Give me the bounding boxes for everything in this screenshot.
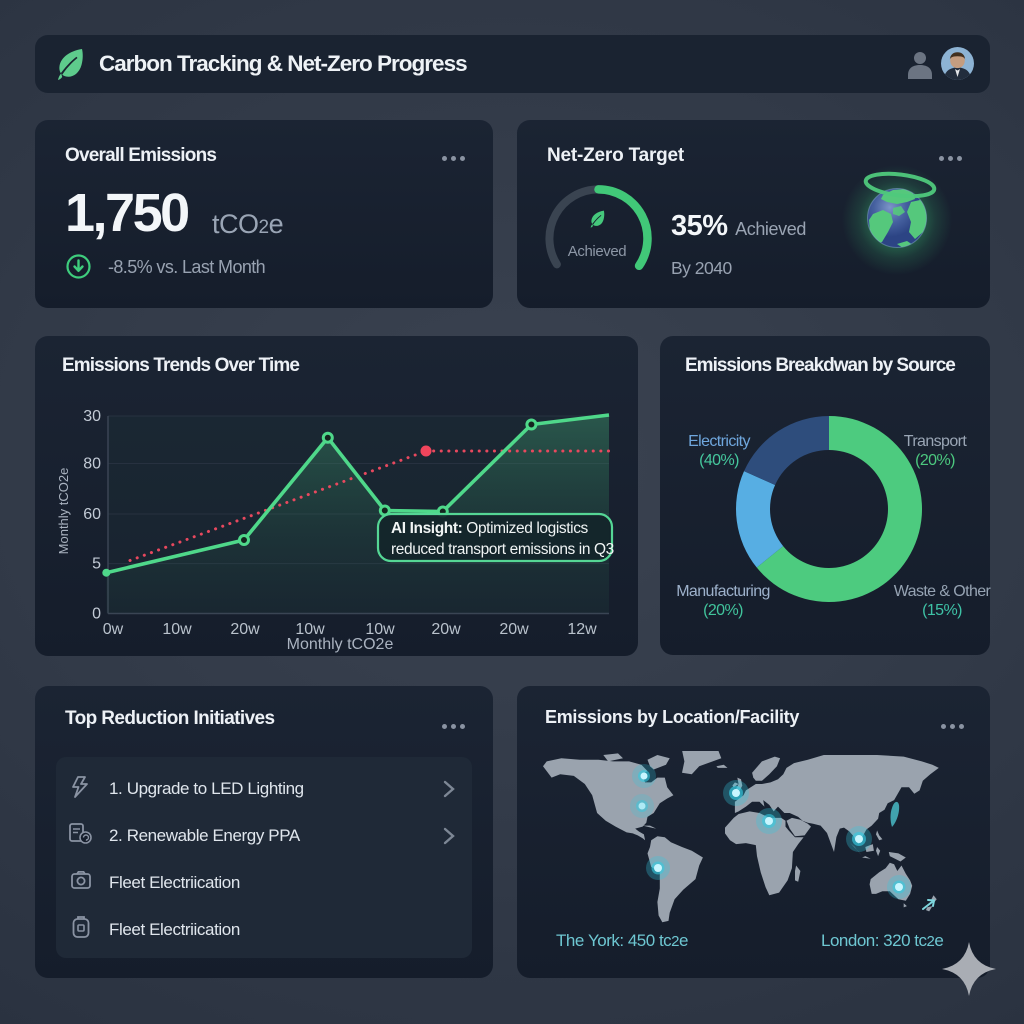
svg-text:10w: 10w	[295, 621, 325, 638]
svg-text:20w: 20w	[230, 621, 260, 638]
svg-text:60: 60	[83, 506, 101, 523]
svg-text:0w: 0w	[103, 621, 124, 638]
svg-text:30: 30	[83, 408, 101, 425]
svg-text:Monthly tCO2e: Monthly tCO2e	[56, 468, 71, 555]
svg-text:20w: 20w	[499, 621, 529, 638]
svg-text:AI Insight: Optimized logistic: AI Insight: Optimized logistics	[391, 520, 589, 537]
svg-text:reduced transport emissions in: reduced transport emissions in Q3	[391, 541, 614, 558]
svg-text:12w: 12w	[567, 621, 597, 638]
svg-text:10w: 10w	[365, 621, 395, 638]
svg-text:Monthly tCO2e: Monthly tCO2e	[287, 636, 394, 653]
svg-text:Achieved: Achieved	[568, 243, 627, 260]
svg-text:10w: 10w	[162, 621, 192, 638]
svg-text:20w: 20w	[431, 621, 461, 638]
svg-text:80: 80	[83, 456, 101, 473]
svg-text:5: 5	[92, 556, 101, 573]
svg-text:0: 0	[92, 606, 101, 623]
